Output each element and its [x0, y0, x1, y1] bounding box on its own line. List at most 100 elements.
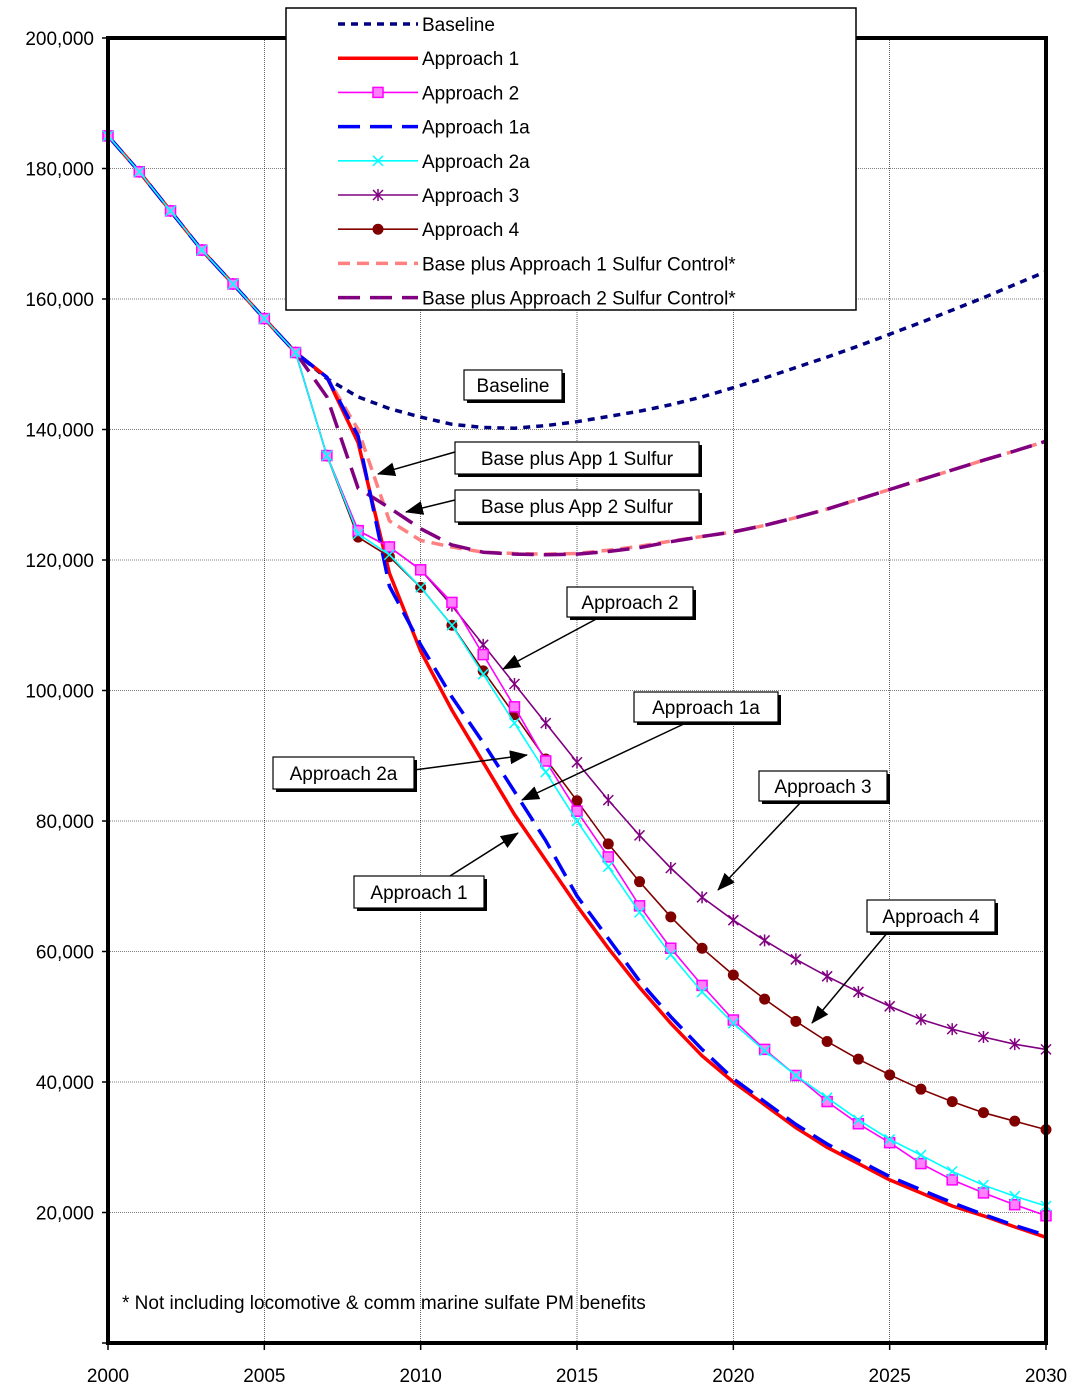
- data-point: [727, 969, 739, 981]
- callout-approach-2: Approach 2: [502, 586, 696, 670]
- legend-entry: Base plus Approach 2 Sulfur Control*: [338, 289, 736, 310]
- data-point: [915, 1083, 927, 1095]
- data-point: [852, 985, 864, 998]
- data-point: [477, 665, 489, 677]
- callout-approach-1a: Approach 1a: [521, 691, 781, 801]
- data-point: [602, 861, 614, 873]
- data-point: [946, 1174, 958, 1186]
- callout-label: Approach 2: [581, 593, 678, 614]
- callout-label: Approach 1a: [652, 698, 760, 719]
- y-tick-label: 120,000: [25, 551, 94, 572]
- callout-label: Base plus App 1 Sulfur: [481, 449, 674, 470]
- legend-entry: Approach 4: [338, 220, 520, 241]
- series-lines: [102, 129, 1052, 1239]
- x-tick-label: 2015: [556, 1366, 598, 1387]
- data-point: [946, 1165, 958, 1177]
- legend-entry: Approach 2: [338, 83, 519, 104]
- y-tick-label: 200,000: [25, 29, 94, 50]
- data-point: [1009, 1115, 1021, 1127]
- callout-box: [454, 441, 700, 475]
- data-point: [915, 1149, 927, 1161]
- data-point: [634, 829, 646, 842]
- data-point: [477, 648, 489, 661]
- data-point: [634, 906, 646, 918]
- callout-arrow: [811, 931, 889, 1024]
- data-point: [977, 1107, 989, 1119]
- x-tick-label: 2025: [869, 1366, 911, 1387]
- x-tick-label: 2030: [1025, 1366, 1067, 1387]
- legend-entry: Approach 2a: [338, 152, 530, 173]
- legend: Baseline Approach 1 Approach 2 Approach 1a A…: [285, 7, 857, 311]
- series-approach-2a: [102, 130, 1052, 1212]
- data-point: [165, 205, 177, 217]
- callout-label: Approach 4: [882, 907, 980, 928]
- callout-arrow: [377, 451, 456, 477]
- data-point: [759, 993, 771, 1005]
- data-point: [727, 1014, 740, 1026]
- data-point: [383, 541, 396, 553]
- data-point: [884, 1000, 896, 1013]
- legend-entry: Approach 1: [338, 49, 519, 70]
- data-point: [977, 1187, 990, 1199]
- y-tick-label: 180,000: [25, 160, 94, 181]
- callout-arrow: [449, 832, 519, 877]
- x-tick-label: 2005: [243, 1366, 285, 1387]
- data-point: [884, 1069, 896, 1081]
- legend-label: Approach 1: [422, 49, 519, 70]
- series-approach-2: [102, 130, 1052, 1222]
- data-point: [133, 166, 145, 178]
- callout-approach-4: Approach 4: [811, 899, 998, 1024]
- callout-box: [633, 691, 779, 723]
- data-point: [727, 914, 739, 927]
- callout-box: [463, 369, 563, 401]
- x-tick-label: 2010: [400, 1366, 442, 1387]
- legend-label: Base plus Approach 2 Sulfur Control*: [422, 289, 736, 310]
- callout-arrow: [405, 499, 456, 515]
- data-point: [821, 1036, 833, 1048]
- callout-baseline: Baseline: [463, 369, 565, 403]
- data-point: [884, 1133, 896, 1145]
- data-point: [915, 1013, 927, 1026]
- data-point: [372, 86, 384, 99]
- data-point: [352, 524, 364, 537]
- x-tick-label: 2020: [712, 1366, 754, 1387]
- callout-base-plus-app-1-sulfur: Base plus App 1 Sulfur: [377, 441, 702, 477]
- data-point: [258, 313, 270, 325]
- callouts: Baseline Base plus App 1 Sulfur Base plus …: [272, 369, 998, 1024]
- data-point: [571, 815, 583, 827]
- callout-box: [866, 899, 996, 933]
- data-point: [571, 805, 583, 817]
- data-point: [852, 1053, 864, 1065]
- data-point: [634, 876, 646, 888]
- data-point: [372, 223, 384, 235]
- data-point: [372, 155, 384, 167]
- legend-label: Approach 2: [422, 83, 519, 104]
- data-point: [196, 244, 208, 256]
- callout-approach-2a: Approach 2a: [272, 750, 528, 792]
- data-point: [790, 953, 802, 966]
- legend-label: Base plus Approach 1 Sulfur Control*: [422, 254, 736, 275]
- data-point: [321, 450, 333, 462]
- legend-entry: Approach 1a: [338, 118, 530, 139]
- data-point: [602, 851, 615, 863]
- data-point: [759, 934, 771, 947]
- callout-box: [454, 489, 700, 523]
- data-point: [946, 1096, 958, 1108]
- y-tick-label: 40,000: [36, 1073, 94, 1094]
- legend-entry: Approach 3: [338, 186, 519, 207]
- callout-label: Approach 3: [774, 777, 871, 798]
- legend-entry: Base plus Approach 1 Sulfur Control*: [338, 254, 736, 275]
- data-point: [696, 891, 708, 904]
- callout-arrow: [521, 721, 689, 801]
- data-point: [665, 861, 677, 874]
- callout-arrow: [413, 750, 528, 771]
- data-point: [665, 949, 677, 961]
- callout-label: Base plus App 2 Sulfur: [481, 497, 674, 518]
- data-point: [352, 528, 364, 540]
- data-point: [539, 755, 552, 767]
- data-point: [977, 1179, 989, 1191]
- legend-label: Approach 2a: [422, 152, 530, 173]
- footnote: * Not including locomotive & comm marine…: [122, 1293, 646, 1314]
- data-point: [821, 1092, 833, 1104]
